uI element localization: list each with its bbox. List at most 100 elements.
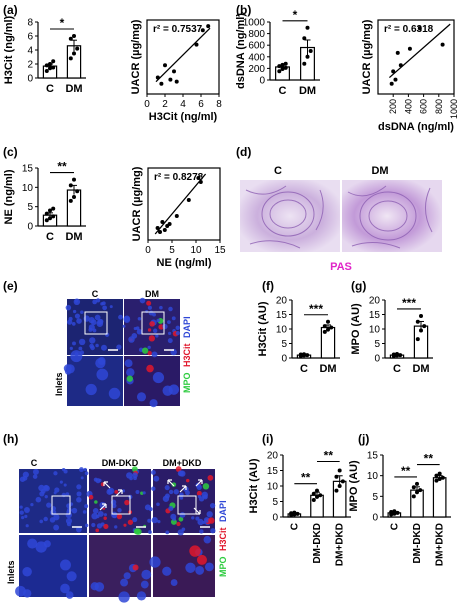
significance-label: ** [424, 452, 434, 466]
nucleus [35, 541, 47, 553]
nucleus [53, 524, 60, 531]
data-point [283, 61, 288, 66]
data-point [44, 69, 49, 73]
e-roi-box-c [84, 311, 108, 335]
data-point [437, 476, 442, 481]
x-tick-label: 200 [388, 99, 398, 114]
data-point [51, 59, 56, 64]
nucleus [25, 524, 29, 528]
nucleus [132, 517, 138, 523]
data-point [206, 24, 211, 29]
nucleus [74, 299, 78, 303]
y-tick-label: 5 [27, 202, 33, 213]
data-point [48, 208, 52, 213]
data-point [68, 198, 73, 203]
significance-label: ** [324, 449, 334, 463]
nucleus [97, 511, 104, 517]
data-point [419, 328, 423, 333]
nucleus [78, 346, 83, 351]
x-tick-label: DM-DKD [412, 523, 423, 564]
nucleus [139, 297, 146, 304]
x-tick-label: DM [319, 363, 336, 375]
nucleus [92, 299, 98, 305]
nucleus [63, 469, 68, 474]
data-point [51, 214, 56, 219]
data-point [48, 66, 52, 71]
y-axis-label: UACR (µg/mg) [361, 19, 373, 94]
nucleus [100, 344, 107, 351]
nucleus [90, 345, 95, 351]
data-point [196, 176, 201, 180]
nucleus [199, 529, 204, 534]
nucleus [39, 519, 44, 524]
nucleus [103, 516, 107, 520]
data-point [302, 61, 307, 66]
nucleus [129, 476, 133, 481]
nucleus [203, 517, 210, 523]
nucleus [65, 492, 70, 496]
y-tick-label: 20 [267, 451, 279, 462]
nucleus [149, 556, 161, 568]
data-point [283, 65, 288, 70]
data-point [389, 510, 394, 515]
nucleus [94, 582, 105, 592]
chart-g-bar: 0 5 10 15 20 MPO (AU) C DM *** [350, 296, 433, 375]
data-point [292, 510, 297, 515]
y-tick-label: 20 [369, 296, 381, 307]
nucleus [168, 306, 173, 312]
nucleus [122, 324, 126, 328]
significance-label: *** [309, 302, 323, 316]
data-point [322, 329, 327, 334]
panel-letter-b: (b) [236, 3, 251, 17]
nucleus [65, 364, 75, 374]
data-point [437, 471, 442, 476]
nucleus [92, 507, 99, 514]
y-tick-label: 400 [248, 52, 265, 63]
e-nuclei-texture [63, 297, 180, 408]
nucleus [175, 331, 180, 336]
y-axis-label: UACR (µg/mg) [131, 166, 143, 241]
data-point [308, 49, 313, 53]
x-tick-label: DM [299, 85, 316, 97]
nucleus [167, 338, 173, 344]
nucleus [76, 318, 82, 324]
nucleus [179, 470, 186, 477]
pas-label-dm: DM [371, 165, 388, 177]
nucleus [116, 513, 123, 520]
nucleus [155, 334, 159, 338]
nucleus [95, 343, 99, 348]
y-tick-label: 200 [248, 64, 265, 75]
x-axis-label: NE (ng/ml) [157, 257, 212, 269]
significance-label: *** [402, 296, 416, 310]
nucleus [88, 316, 95, 324]
nucleus [95, 528, 100, 533]
data-point [395, 351, 399, 356]
y-axis-label: MPO (AU) [350, 303, 362, 355]
nucleus [114, 525, 118, 529]
nucleus [210, 528, 216, 534]
nucleus [54, 487, 60, 493]
nucleus [141, 569, 152, 580]
nucleus [147, 328, 152, 332]
data-point [48, 216, 52, 221]
nucleus [168, 331, 172, 335]
nucleus [75, 526, 82, 533]
e-image-c [67, 299, 123, 355]
data-point [415, 481, 419, 486]
y-tick-label: 0 [372, 513, 378, 524]
nucleus [133, 476, 137, 481]
nucleus [71, 507, 78, 514]
nucleus [103, 513, 107, 517]
nucleus [175, 325, 180, 331]
nucleus [69, 346, 73, 350]
nucleus [123, 315, 131, 322]
nucleus [173, 489, 179, 495]
data-point [51, 206, 56, 211]
data-point [398, 353, 403, 358]
y-tick-label: 10 [276, 325, 288, 336]
nucleus [19, 476, 26, 482]
nucleus [203, 535, 212, 544]
nucleus [168, 489, 174, 495]
